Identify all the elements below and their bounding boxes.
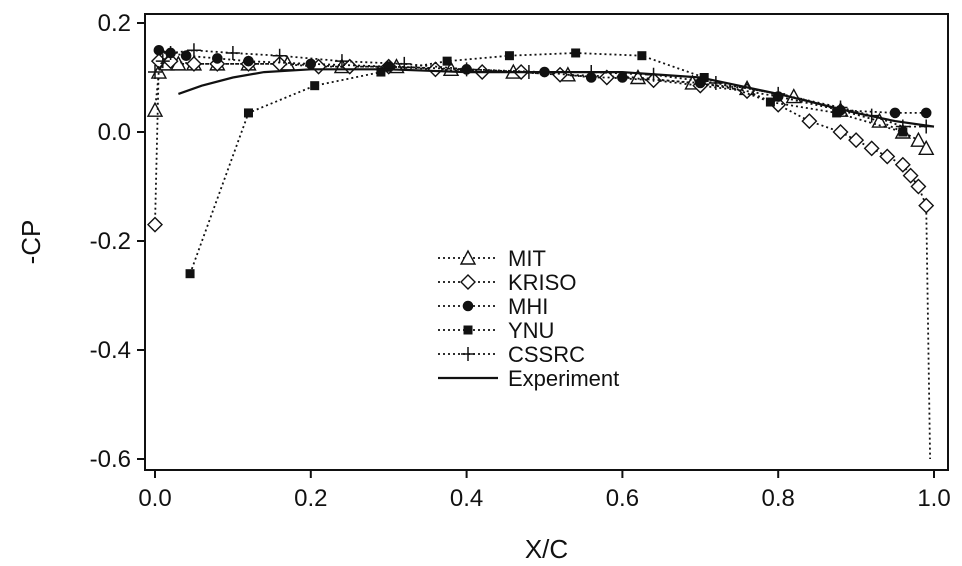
y-tick-label: 0.0 [98,119,131,146]
data-point-kriso [801,113,818,130]
data-point-cssrc [148,65,162,80]
data-point-mit [918,139,935,156]
data-point-mit [871,112,888,128]
data-point-cssrc [397,56,412,71]
data-point-ynu [243,108,253,118]
plot-frame [144,13,949,471]
series-layer [146,43,935,460]
data-point-cssrc [186,43,201,58]
data-point-kriso [918,197,935,214]
legend-label: MHI [508,294,548,319]
data-point-cssrc [334,54,349,69]
data-point-kriso [894,156,911,173]
data-point-cssrc [272,48,287,63]
data-point-mit [910,131,927,147]
legend-item-experiment: Experiment [438,366,619,391]
x-tick-label: 0.8 [762,485,795,512]
x-tick-label: 0.0 [138,485,171,512]
data-point-ynu [637,51,647,61]
series-mhi [153,44,932,119]
data-point-cssrc [155,54,170,69]
data-point-mhi [212,53,223,64]
x-tick-label: 0.4 [450,485,483,512]
data-point-cssrc [163,45,178,60]
legend-label: KRISO [508,270,576,295]
legend-marker [462,300,474,312]
data-point-ynu [442,56,452,66]
data-point-kriso [162,53,179,70]
data-point-cssrc [459,62,474,77]
legend-item-cssrc: CSSRC [438,342,585,367]
series-line-experiment [178,68,935,128]
data-point-mhi [920,107,932,119]
y-tick-label: -0.2 [90,228,131,255]
data-point-kriso [879,148,896,165]
series-experiment [178,68,935,128]
y-tick-label: -0.6 [90,446,131,473]
x-tick-label: 0.2 [294,485,327,512]
x-tick-label: 1.0 [917,485,950,512]
data-point-mhi [153,44,165,56]
data-point-ynu [310,81,320,91]
data-point-cssrc [225,45,240,60]
series-ynu [185,48,908,279]
data-point-ynu [765,97,775,107]
data-point-ynu [185,269,195,279]
y-tick-label: 0.2 [98,10,131,37]
data-point-ynu [504,51,514,61]
legend-item-mit: MIT [438,246,546,271]
data-point-mhi [889,107,901,119]
legend-marker [463,325,473,335]
legend-marker [460,274,476,290]
plot-border [144,13,949,471]
data-point-mhi [305,58,317,70]
data-point-cssrc [708,75,723,90]
y-tick-label: -0.4 [90,337,131,364]
data-point-kriso [185,55,202,72]
data-point-ynu [832,108,842,118]
data-point-kriso [147,216,163,233]
axes: 0.2 0.0 -0.2 -0.4 -0.6 0.0 0.2 0.4 0.6 0.8 1.0 [90,10,951,512]
y-axis-label: -CP [16,220,46,265]
data-point-mit [146,101,164,117]
legend-label: MIT [508,246,546,271]
legend-item-ynu: YNU [438,318,554,343]
data-point-kriso [598,69,615,86]
legend-item-mhi: MHI [438,294,548,319]
legend-label: CSSRC [508,342,585,367]
data-point-ynu [376,67,386,77]
series-line-mhi [158,49,927,114]
legend-item-kriso: KRISO [438,270,576,295]
x-axis-label: X/C [525,534,568,564]
legend-marker [461,347,475,361]
legend-marker [459,249,477,265]
series-line-mit [154,63,927,150]
data-point-mhi [243,55,254,67]
legend-label: Experiment [508,366,619,391]
legend-label: YNU [508,318,554,343]
data-point-kriso [848,132,865,149]
data-point-kriso [902,167,919,184]
data-point-ynu [571,48,581,58]
data-point-kriso [910,178,927,195]
data-point-kriso [832,124,849,140]
series-line-ynu [189,52,904,275]
data-point-kriso [863,140,880,157]
x-tick-label: 0.6 [606,485,639,512]
